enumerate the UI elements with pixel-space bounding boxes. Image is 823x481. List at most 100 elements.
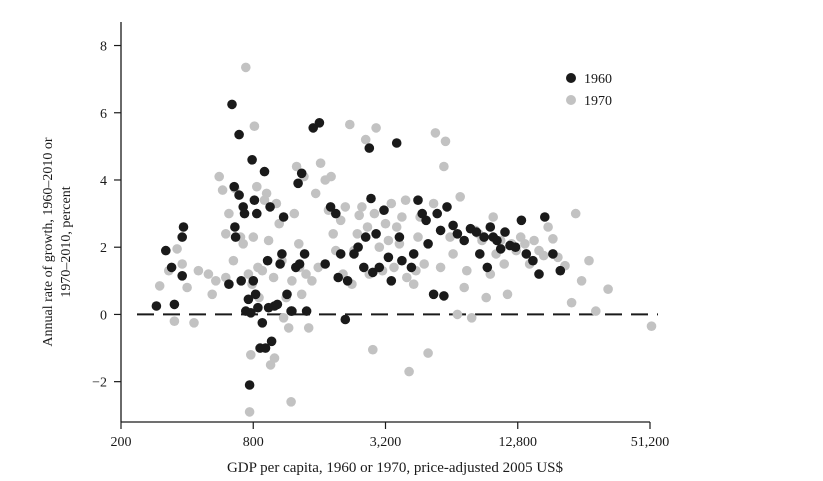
legend-marker-1960 — [566, 73, 576, 83]
point-1960 — [452, 229, 463, 239]
point-1970 — [408, 279, 419, 290]
point-1960 — [243, 294, 254, 305]
legend-label-1970: 1970 — [584, 94, 612, 109]
point-1960 — [236, 276, 246, 286]
point-1960 — [459, 235, 470, 246]
point-1960 — [439, 291, 449, 301]
point-1960 — [406, 262, 417, 273]
point-1970 — [584, 255, 594, 266]
data-points — [151, 62, 657, 417]
point-1970 — [251, 181, 262, 192]
point-1960 — [229, 181, 239, 192]
point-1970 — [263, 235, 274, 246]
legend-marker-1970 — [566, 95, 576, 105]
point-1970 — [646, 321, 657, 332]
point-1970 — [241, 62, 251, 73]
point-1960 — [510, 242, 521, 252]
point-1970 — [268, 272, 279, 283]
point-1970 — [246, 350, 256, 360]
point-1960 — [251, 208, 262, 219]
point-1970 — [360, 134, 371, 145]
point-1960 — [169, 299, 180, 310]
point-1960 — [296, 168, 307, 179]
point-1970 — [371, 123, 381, 133]
point-1970 — [228, 255, 239, 266]
point-1960 — [151, 301, 162, 311]
point-1970 — [603, 284, 613, 295]
point-1970 — [369, 208, 380, 219]
point-1970 — [238, 239, 248, 249]
point-1970 — [380, 218, 391, 229]
x-tick-label: 51,200 — [631, 435, 670, 450]
point-1960 — [421, 215, 431, 226]
point-1970 — [459, 282, 470, 293]
point-1960 — [177, 271, 187, 281]
point-1970 — [548, 234, 558, 244]
point-1960 — [471, 227, 482, 237]
point-1970 — [400, 195, 411, 205]
point-1960 — [368, 267, 378, 278]
point-1960 — [260, 343, 271, 353]
point-1970 — [430, 128, 441, 138]
point-1960 — [495, 244, 506, 254]
point-1970 — [386, 198, 397, 209]
point-1960 — [250, 289, 261, 300]
point-1960 — [379, 205, 389, 215]
point-1970 — [383, 235, 394, 246]
point-1960 — [178, 222, 189, 232]
point-1970 — [203, 269, 214, 279]
point-1960 — [272, 299, 283, 310]
point-1960 — [423, 239, 433, 249]
point-1960 — [342, 276, 353, 286]
point-1970 — [169, 316, 180, 327]
point-1960 — [391, 138, 402, 148]
point-1960 — [265, 202, 275, 212]
point-1960 — [244, 380, 255, 390]
point-1970 — [283, 323, 294, 333]
point-1970 — [278, 313, 289, 323]
point-1960 — [340, 314, 351, 325]
point-1970 — [439, 161, 449, 172]
point-1970 — [326, 171, 336, 182]
point-1960 — [247, 155, 257, 165]
point-1970 — [448, 249, 458, 259]
point-1970 — [310, 188, 321, 199]
point-1970 — [154, 281, 165, 291]
point-1960 — [224, 279, 234, 290]
point-1970 — [335, 215, 346, 226]
point-1970 — [328, 229, 339, 239]
point-1960 — [371, 229, 381, 239]
point-1970 — [520, 239, 530, 249]
point-1960 — [333, 272, 344, 283]
point-1970 — [529, 235, 539, 246]
point-1960 — [540, 212, 550, 222]
point-1970 — [345, 119, 355, 130]
point-1970 — [423, 348, 433, 358]
point-1970 — [315, 158, 326, 168]
point-1970 — [566, 297, 577, 308]
point-1970 — [538, 250, 549, 261]
point-1970 — [287, 276, 297, 286]
point-1970 — [499, 259, 510, 269]
point-1970 — [543, 222, 553, 232]
point-1970 — [445, 232, 455, 242]
point-1970 — [291, 161, 302, 172]
point-1960 — [383, 252, 394, 263]
point-1960 — [299, 249, 310, 259]
point-1970 — [502, 289, 513, 300]
y-tick-label: 0 — [100, 308, 107, 323]
point-1960 — [479, 232, 489, 242]
point-1960 — [448, 220, 458, 231]
point-1970 — [368, 344, 378, 355]
point-1970 — [269, 353, 280, 363]
y-axis-title-line-2: 1970–2010, percent — [59, 186, 74, 297]
point-1960 — [364, 143, 375, 153]
point-1970 — [570, 208, 581, 219]
point-1960 — [475, 249, 485, 259]
point-1970 — [462, 265, 472, 276]
point-1960 — [230, 222, 240, 232]
point-1960 — [259, 166, 270, 177]
point-1960 — [234, 129, 244, 140]
y-tick-label: 2 — [100, 241, 107, 256]
